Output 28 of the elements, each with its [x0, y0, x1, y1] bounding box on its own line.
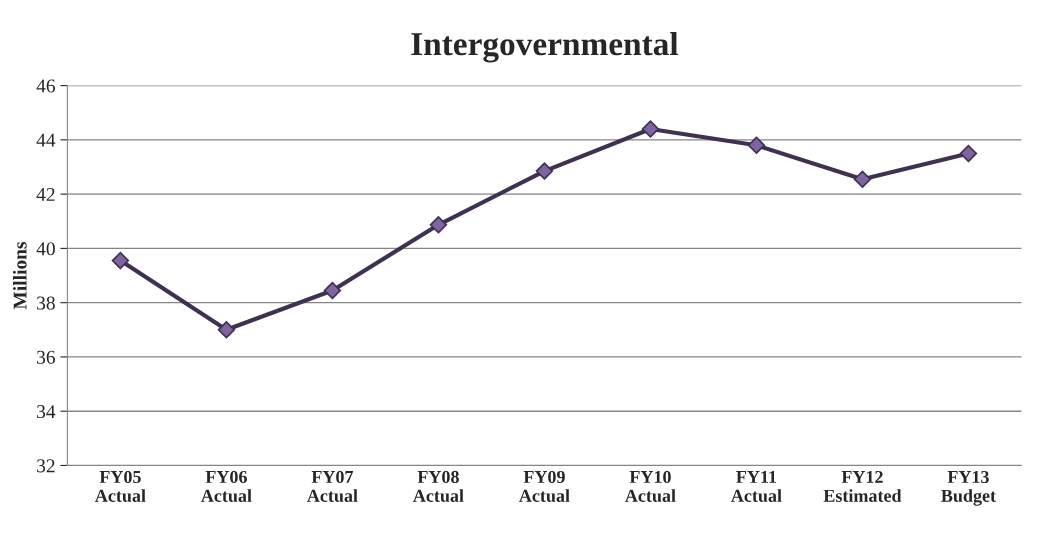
point	[535, 162, 554, 180]
x-tick-label: FY10 Actual	[625, 470, 676, 502]
x-tick-label: FY07 Actual	[307, 470, 358, 502]
point	[111, 251, 130, 270]
point	[641, 120, 660, 138]
y-tick-label: 40	[36, 242, 55, 256]
y-tick-label: 46	[36, 79, 56, 93]
x-tick-label: FY11 Actual	[731, 470, 782, 502]
y-tick-label: 38	[37, 296, 55, 310]
point	[959, 144, 978, 163]
x-tick-label: FY05 Actual	[95, 470, 146, 502]
y-tick-label: 42	[36, 188, 55, 201]
y-tick-label: 34	[37, 405, 56, 419]
point	[217, 321, 236, 339]
x-tick-label: FY12 Estimated	[823, 470, 902, 502]
point	[853, 170, 872, 188]
y-tick-label: 44	[36, 133, 56, 147]
point	[747, 136, 766, 154]
y-tick-label: 32	[37, 459, 55, 473]
chart-title: Intergovernmental	[411, 31, 679, 63]
y-tick-label: 36	[37, 350, 56, 364]
y-axis-title: Millions	[12, 241, 27, 310]
point	[323, 281, 342, 300]
x-tick-label: FY08 Actual	[413, 470, 464, 502]
x-tick-label: FY13 Budget	[941, 470, 996, 506]
point	[429, 216, 448, 234]
x-tick-label: FY06 Actual	[201, 470, 252, 502]
x-tick-label: FY09 Actual	[519, 470, 570, 502]
